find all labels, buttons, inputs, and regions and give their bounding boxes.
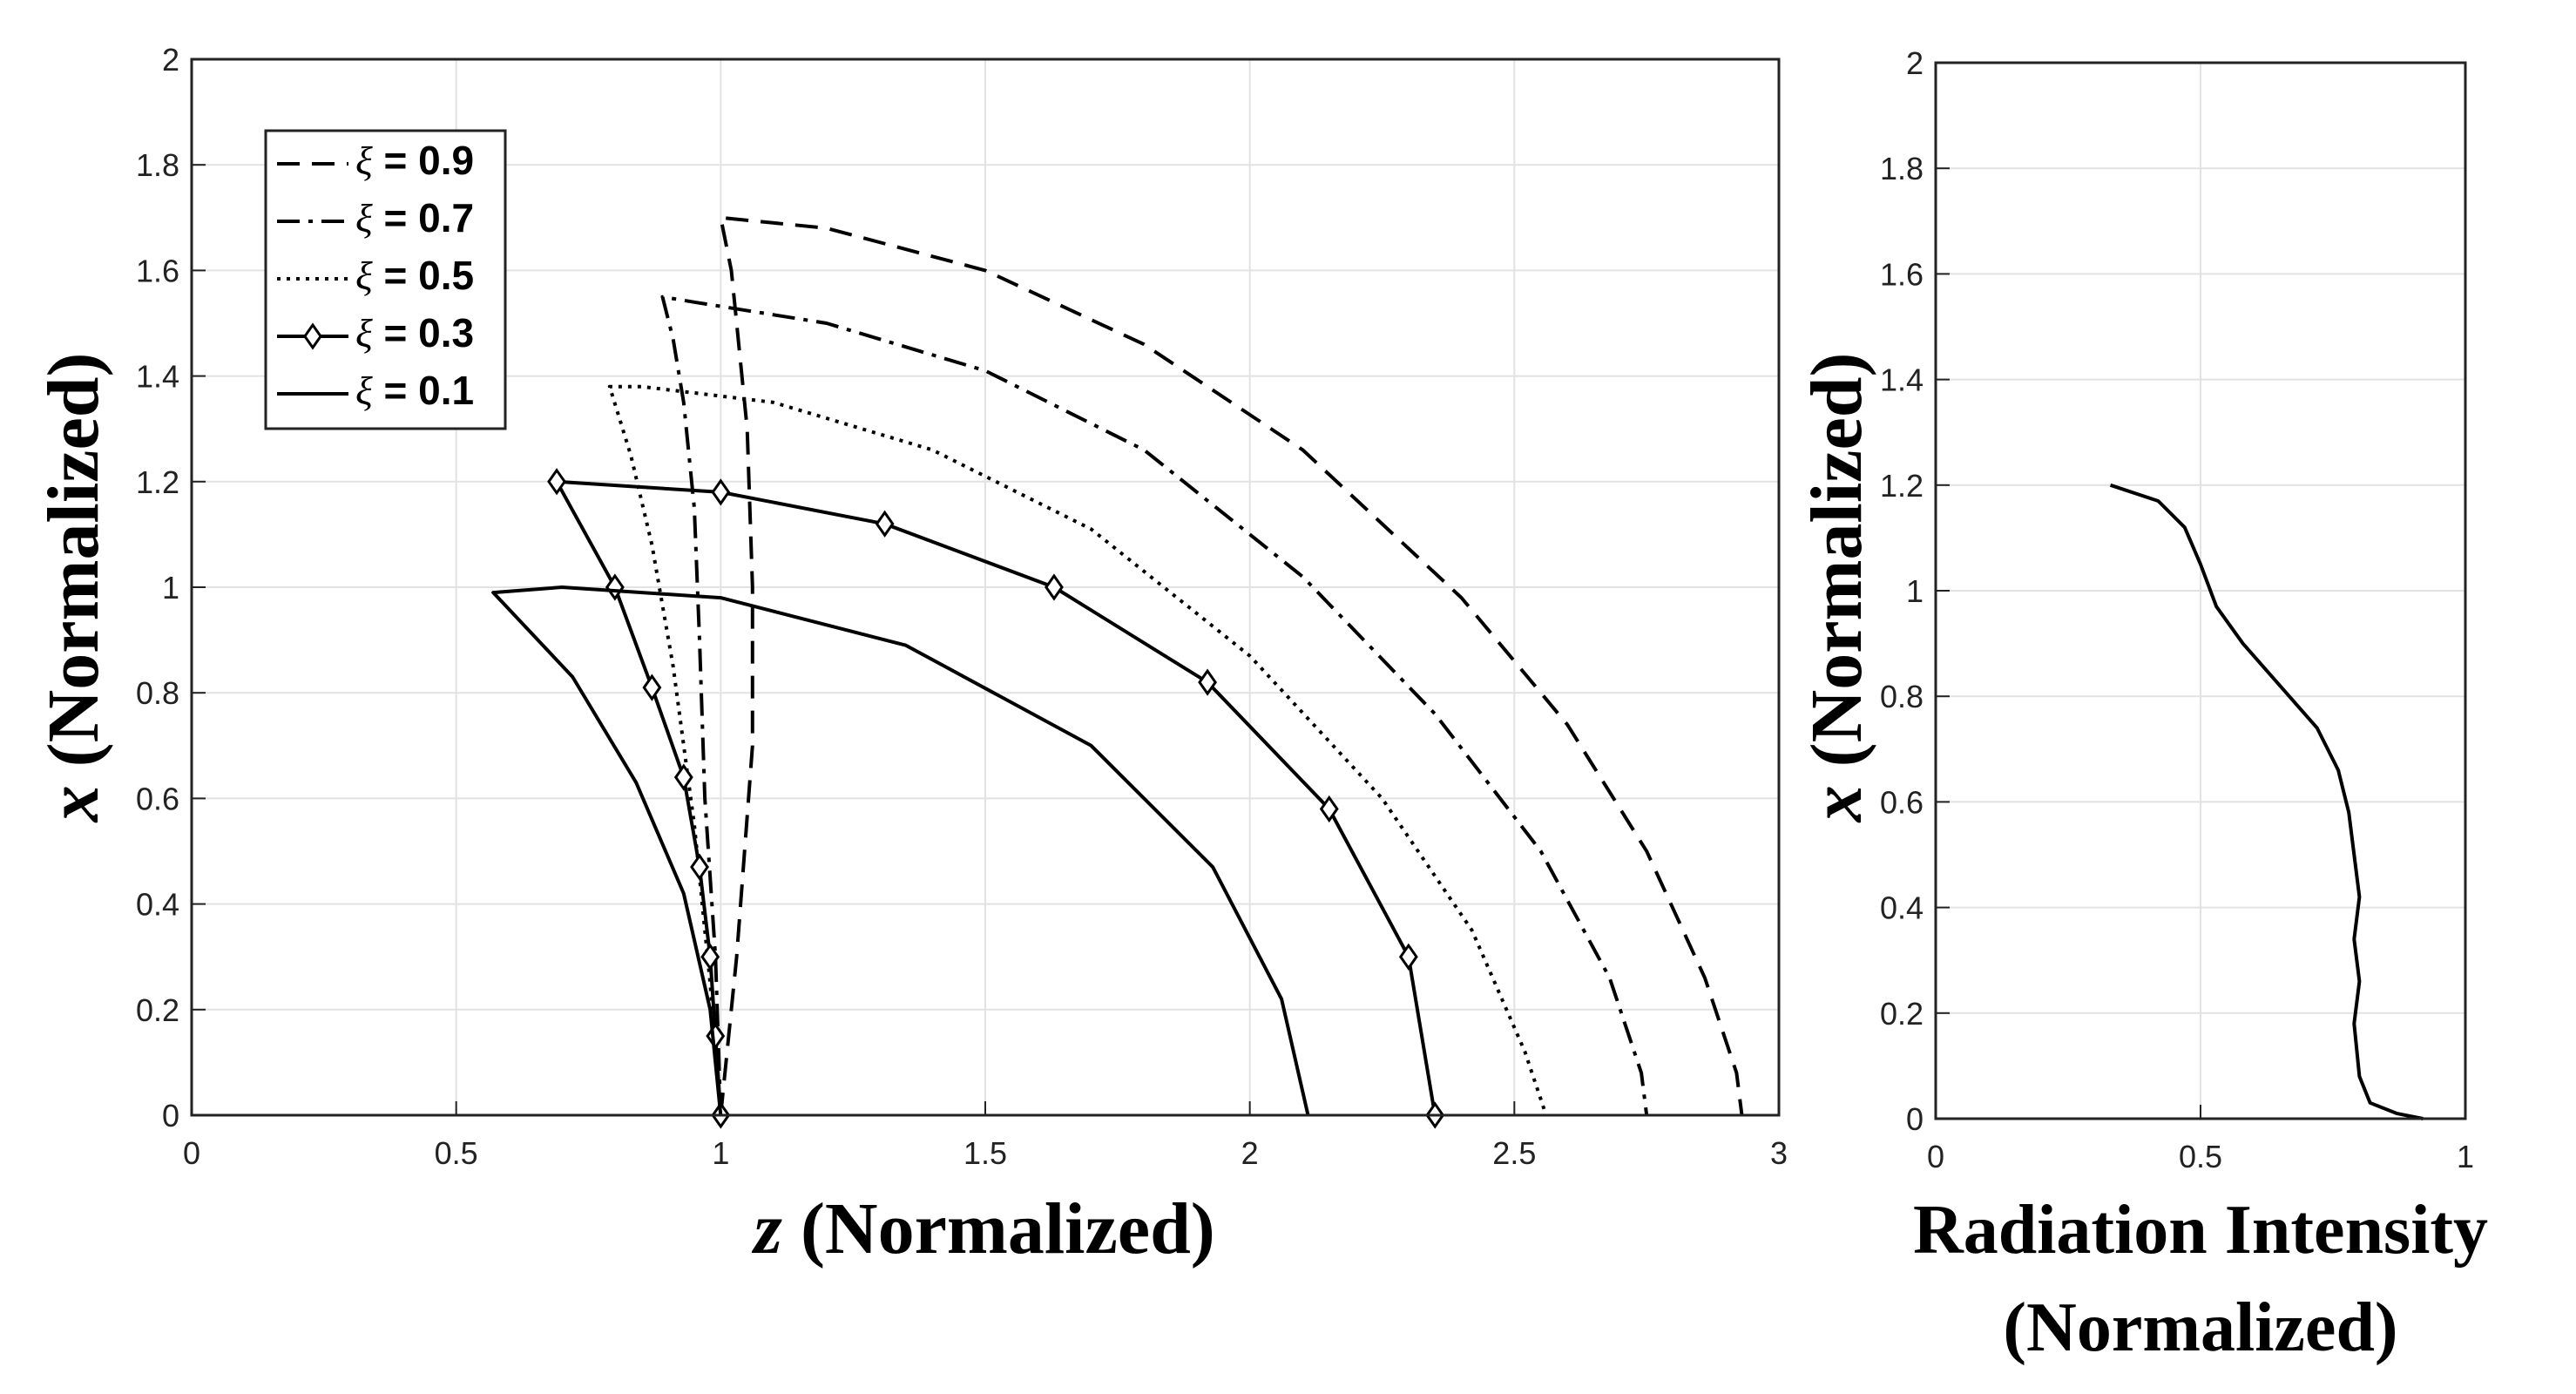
legend-entry-0.9: ξ = 0.9	[355, 138, 474, 183]
left-y-tick-label: 0.8	[136, 675, 179, 711]
right-x-tick-label: 1	[2457, 1139, 2474, 1174]
right-series	[2109, 483, 2424, 1120]
left-y-tick-label: 0.6	[136, 781, 179, 816]
legend-box	[264, 129, 507, 430]
left-x-tick-label: 2.5	[1492, 1135, 1536, 1171]
right-ticks: 0 0.5 1 0 0.2 0.4 0.6 0.8 1 1.2 1.4 1.6 1.8 2	[1880, 45, 2474, 1174]
legend-entry-0.5: ξ = 0.5	[355, 253, 474, 298]
right-series-line-intensity	[2109, 483, 2424, 1120]
right-x-axis-label-line2: (Normalized)	[2003, 1289, 2397, 1366]
left-series-marker-0.3	[711, 478, 731, 506]
left-ticks: 0 0.5 1 1.5 2 2.5 3 0 0.2 0.4 0.6 0.8 1 1.2 1.4 1.6 1.8 2	[136, 42, 1788, 1171]
left-y-axis-label: x (Normalized)	[33, 353, 114, 824]
right-y-tick-label: 0.6	[1880, 784, 1924, 820]
right-y-tick-label: 1.2	[1880, 468, 1924, 504]
left-series-line-0.5	[607, 384, 1548, 1116]
right-y-tick-label: 0.2	[1880, 996, 1924, 1032]
right-y-tick-label: 1	[1906, 573, 1924, 609]
left-series-line-0.7	[660, 294, 1649, 1116]
left-y-tick-label: 1.6	[136, 253, 179, 288]
left-series-marker-0.3	[1319, 795, 1339, 823]
left-y-tick-label: 0.4	[136, 887, 179, 923]
left-x-tick-label: 3	[1770, 1135, 1788, 1171]
right-y-tick-label: 1.4	[1880, 362, 1924, 398]
left-x-tick-label: 0.5	[435, 1135, 478, 1171]
right-y-axis-label: x (Normalized)	[1796, 353, 1877, 824]
legend-entry-0.1: ξ = 0.1	[355, 368, 474, 413]
left-series-marker-0.3	[642, 673, 662, 701]
left-series	[491, 215, 1744, 1129]
right-x-tick-label: 0.5	[2179, 1139, 2222, 1174]
right-plot-frame	[1934, 61, 2467, 1120]
left-series-marker-0.3	[700, 943, 720, 971]
left-y-tick-label: 0.2	[136, 992, 179, 1028]
left-plot: 0 0.5 1 1.5 2 2.5 3 0 0.2 0.4 0.6 0.8 1 1.2 1.4 1.6 1.8 2…	[33, 42, 1788, 1269]
left-series-line-0.1	[491, 585, 1310, 1116]
right-grid	[1935, 62, 2466, 1120]
left-x-axis-label: z (Normalized)	[751, 1188, 1215, 1269]
right-x-axis-label-line1: Radiation Intensity	[1913, 1192, 2488, 1269]
left-series-marker-0.3	[1398, 943, 1418, 971]
right-y-tick-label: 2	[1906, 45, 1924, 81]
right-y-tick-label: 0.8	[1880, 679, 1924, 714]
left-y-tick-label: 1.8	[136, 147, 179, 183]
left-series-marker-0.3	[690, 853, 709, 881]
left-series-marker-0.3	[547, 468, 566, 496]
left-y-tick-label: 1.4	[136, 359, 179, 395]
left-x-tick-label: 1.5	[963, 1135, 1007, 1171]
left-x-tick-label: 0	[183, 1135, 200, 1171]
legend-marker-0.3	[303, 322, 322, 350]
left-plot-frame	[190, 58, 1781, 1117]
left-y-tick-label: 2	[162, 42, 179, 78]
left-y-tick-label: 1	[162, 570, 179, 606]
left-y-tick-label: 1.2	[136, 464, 179, 500]
right-y-tick-label: 0.4	[1880, 890, 1924, 926]
legend-entry-0.3: ξ = 0.3	[355, 310, 474, 355]
right-y-tick-label: 1.8	[1880, 151, 1924, 186]
left-x-tick-label: 1	[712, 1135, 729, 1171]
legend-samples	[277, 162, 348, 396]
legend: ξ = 0.9 ξ = 0.7 ξ = 0.5 ξ = 0.3 ξ = 0.1	[264, 129, 507, 430]
left-x-tick-label: 2	[1241, 1135, 1259, 1171]
right-y-tick-label: 0	[1906, 1101, 1924, 1137]
left-series-marker-0.3	[1045, 573, 1064, 601]
left-series-marker-0.3	[1198, 668, 1218, 696]
right-y-tick-label: 1.6	[1880, 256, 1924, 292]
left-series-marker-0.3	[673, 763, 693, 791]
legend-entry-0.7: ξ = 0.7	[355, 195, 474, 240]
left-y-tick-label: 0	[162, 1098, 179, 1133]
left-series-line-0.9	[719, 215, 1744, 1116]
left-series-marker-0.3	[605, 573, 625, 601]
right-plot: 0 0.5 1 0 0.2 0.4 0.6 0.8 1 1.2 1.4 1.6 1.8 2 Radiati…	[1796, 45, 2488, 1366]
right-x-tick-label: 0	[1927, 1139, 1944, 1174]
left-series-marker-0.3	[875, 510, 895, 538]
